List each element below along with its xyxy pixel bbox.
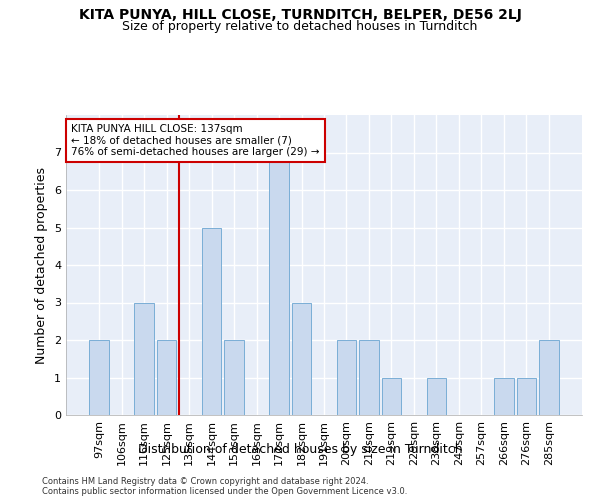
Bar	[337, 340, 356, 415]
Bar	[382, 378, 401, 415]
Text: Contains public sector information licensed under the Open Government Licence v3: Contains public sector information licen…	[42, 488, 407, 496]
Y-axis label: Number of detached properties: Number of detached properties	[35, 166, 49, 364]
Bar	[269, 152, 289, 415]
Bar	[359, 340, 379, 415]
Text: KITA PUNYA, HILL CLOSE, TURNDITCH, BELPER, DE56 2LJ: KITA PUNYA, HILL CLOSE, TURNDITCH, BELPE…	[79, 8, 521, 22]
Bar	[224, 340, 244, 415]
Text: Size of property relative to detached houses in Turnditch: Size of property relative to detached ho…	[122, 20, 478, 33]
Text: Distribution of detached houses by size in Turnditch: Distribution of detached houses by size …	[137, 442, 463, 456]
Bar	[134, 302, 154, 415]
Bar	[89, 340, 109, 415]
Bar	[427, 378, 446, 415]
Text: Contains HM Land Registry data © Crown copyright and database right 2024.: Contains HM Land Registry data © Crown c…	[42, 478, 368, 486]
Bar	[157, 340, 176, 415]
Text: KITA PUNYA HILL CLOSE: 137sqm
← 18% of detached houses are smaller (7)
76% of se: KITA PUNYA HILL CLOSE: 137sqm ← 18% of d…	[71, 124, 320, 157]
Bar	[517, 378, 536, 415]
Bar	[494, 378, 514, 415]
Bar	[539, 340, 559, 415]
Bar	[292, 302, 311, 415]
Bar	[202, 228, 221, 415]
